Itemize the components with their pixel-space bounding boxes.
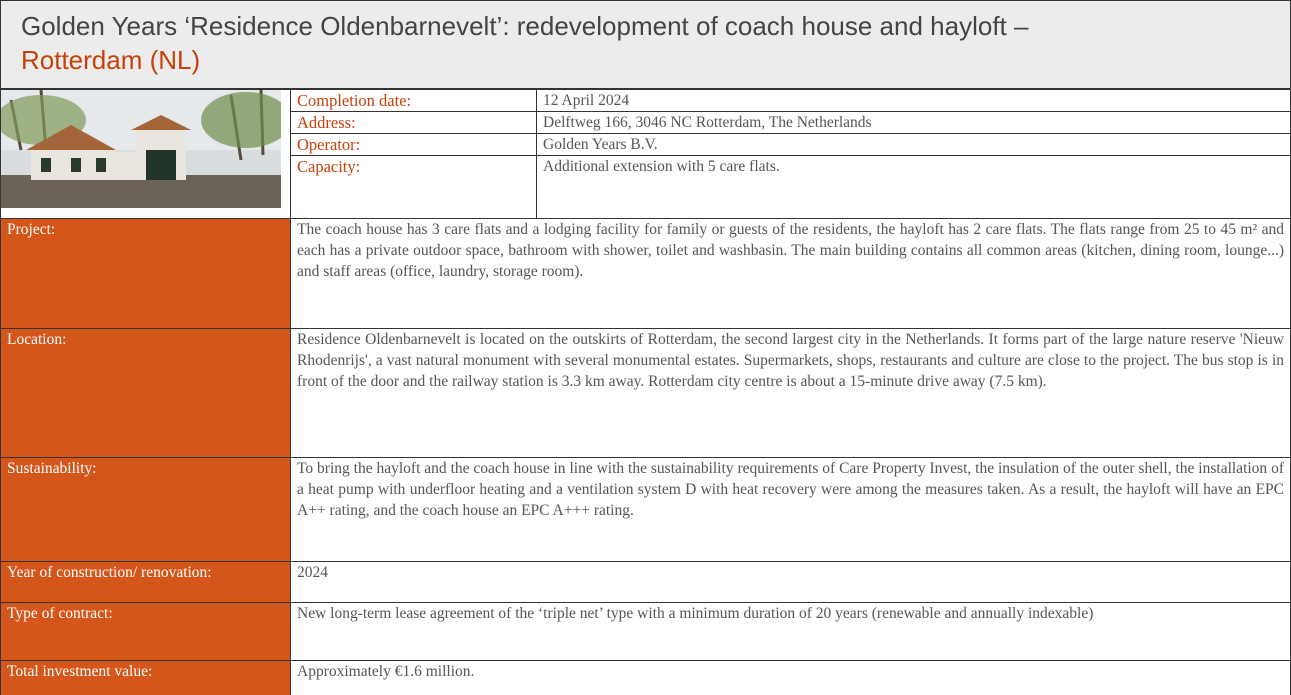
detail-label: Sustainability: bbox=[0, 457, 291, 562]
summary-label: Capacity: bbox=[290, 155, 537, 219]
summary-row: Completion date: 12 April 2024 bbox=[0, 89, 1291, 219]
detail-label: Year of construction/ renovation: bbox=[0, 561, 291, 603]
detail-value: Residence Oldenbarnevelt is located on t… bbox=[290, 328, 1291, 458]
detail-value: 2024 bbox=[290, 561, 1291, 603]
summary-label: Operator: bbox=[290, 133, 537, 156]
building-photo bbox=[0, 89, 291, 208]
detail-row: Total investment value: Approximately €1.… bbox=[0, 660, 1291, 695]
summary-value: 12 April 2024 bbox=[536, 89, 1291, 112]
detail-row: Project: The coach house has 3 care flats… bbox=[0, 218, 1291, 329]
detail-label: Location: bbox=[0, 328, 291, 458]
detail-value: New long-term lease agreement of the ‘tr… bbox=[290, 602, 1291, 661]
summary-value: Delftweg 166, 3046 NC Rotterdam, The Net… bbox=[536, 111, 1291, 134]
detail-label: Total investment value: bbox=[0, 660, 291, 695]
photo-cell bbox=[0, 89, 291, 219]
info-table: Completion date: 12 April 2024 Address: Del… bbox=[0, 89, 1291, 695]
detail-value: To bring the hayloft and the coach house… bbox=[290, 457, 1291, 562]
detail-row: Type of contract: New long-term lease agr… bbox=[0, 602, 1291, 661]
summary-row: Address: Delftweg 166, 3046 NC Rotterdam,… bbox=[1, 111, 1291, 134]
summary-value: Additional extension with 5 care flats. bbox=[536, 155, 1291, 219]
detail-row: Sustainability: To bring the hayloft and … bbox=[0, 457, 1291, 562]
title-box: Golden Years ‘Residence Oldenbarnevelt’:… bbox=[0, 0, 1291, 89]
detail-label: Type of contract: bbox=[0, 602, 291, 661]
summary-row: Capacity: Additional extension with 5 car… bbox=[1, 155, 1291, 219]
title-location: Rotterdam (NL) bbox=[21, 45, 201, 75]
summary-value: Golden Years B.V. bbox=[536, 133, 1291, 156]
detail-value: Approximately €1.6 million. bbox=[290, 660, 1291, 695]
summary-label: Completion date: bbox=[290, 89, 537, 112]
title: Golden Years ‘Residence Oldenbarnevelt’:… bbox=[21, 11, 1029, 41]
detail-row: Year of construction/ renovation: 2024 bbox=[0, 561, 1291, 603]
detail-value: The coach house has 3 care flats and a l… bbox=[290, 218, 1291, 329]
detail-row: Location: Residence Oldenbarnevelt is loc… bbox=[0, 328, 1291, 458]
summary-label: Address: bbox=[290, 111, 537, 134]
detail-label: Project: bbox=[0, 218, 291, 329]
